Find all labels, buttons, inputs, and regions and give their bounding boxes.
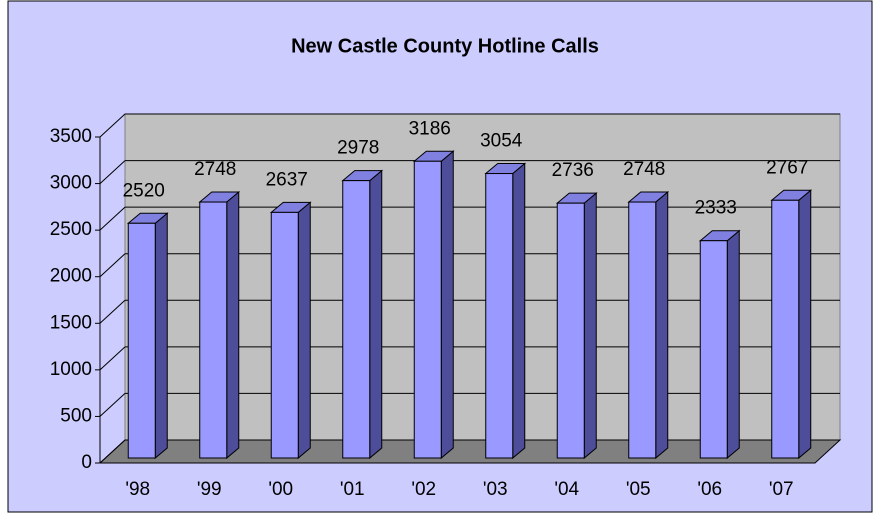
y-tick-label: 2500 (50, 219, 92, 240)
value-label: 2748 (194, 159, 236, 180)
chart-title: New Castle County Hotline Calls (291, 35, 599, 57)
y-tick-label: 1500 (50, 312, 92, 333)
x-tick-label: '07 (769, 479, 794, 500)
value-label: 2736 (552, 160, 594, 181)
value-label: 2333 (695, 198, 737, 219)
bar (485, 173, 514, 459)
grid-line (99, 393, 126, 417)
y-tick-label: 1000 (50, 359, 92, 380)
bar-side (297, 201, 311, 460)
grid-line (99, 206, 126, 231)
grid-line (99, 439, 126, 464)
y-tick-label: 3500 (50, 126, 92, 147)
y-tick-label: 2000 (50, 266, 92, 287)
y-tick-label: 500 (60, 405, 92, 426)
bar (199, 201, 228, 459)
bar (771, 199, 800, 459)
grid-line (99, 299, 126, 324)
value-label: 2978 (337, 138, 379, 159)
x-tick-label: '03 (483, 479, 508, 500)
bar-side (440, 150, 454, 460)
bar-side (154, 212, 168, 460)
bar-side (655, 190, 669, 460)
bar (342, 180, 371, 459)
grid-line (99, 160, 126, 184)
value-label: 2748 (623, 159, 665, 180)
x-tick-label: '05 (626, 479, 651, 500)
x-tick-label: '98 (125, 479, 150, 500)
x-tick-label: '01 (340, 479, 365, 500)
value-label: 2767 (766, 157, 808, 178)
bar-side (798, 189, 812, 460)
value-label: 2520 (123, 180, 165, 201)
bar (699, 240, 728, 459)
bar-side (226, 190, 240, 460)
bar (270, 211, 299, 459)
bar-side (369, 169, 383, 460)
x-tick-label: '04 (554, 479, 579, 500)
bar-side (512, 162, 526, 460)
grid-line (99, 113, 126, 138)
grid-line (99, 253, 126, 278)
value-label: 3186 (409, 118, 451, 139)
bar (556, 202, 585, 459)
value-label: 2637 (266, 169, 308, 190)
x-tick-label: '02 (411, 479, 436, 500)
x-tick-label: '06 (697, 479, 722, 500)
bar-side (583, 192, 597, 460)
grid-line (99, 346, 126, 371)
bar (127, 222, 156, 459)
x-tick-label: '00 (268, 479, 293, 500)
value-label: 3054 (480, 131, 523, 152)
y-tick-label: 3000 (50, 173, 92, 194)
x-tick-label: '99 (197, 479, 222, 500)
bar (413, 160, 442, 459)
y-tick-label: 0 (81, 452, 92, 473)
bar-side (726, 229, 740, 460)
bar (628, 201, 657, 459)
